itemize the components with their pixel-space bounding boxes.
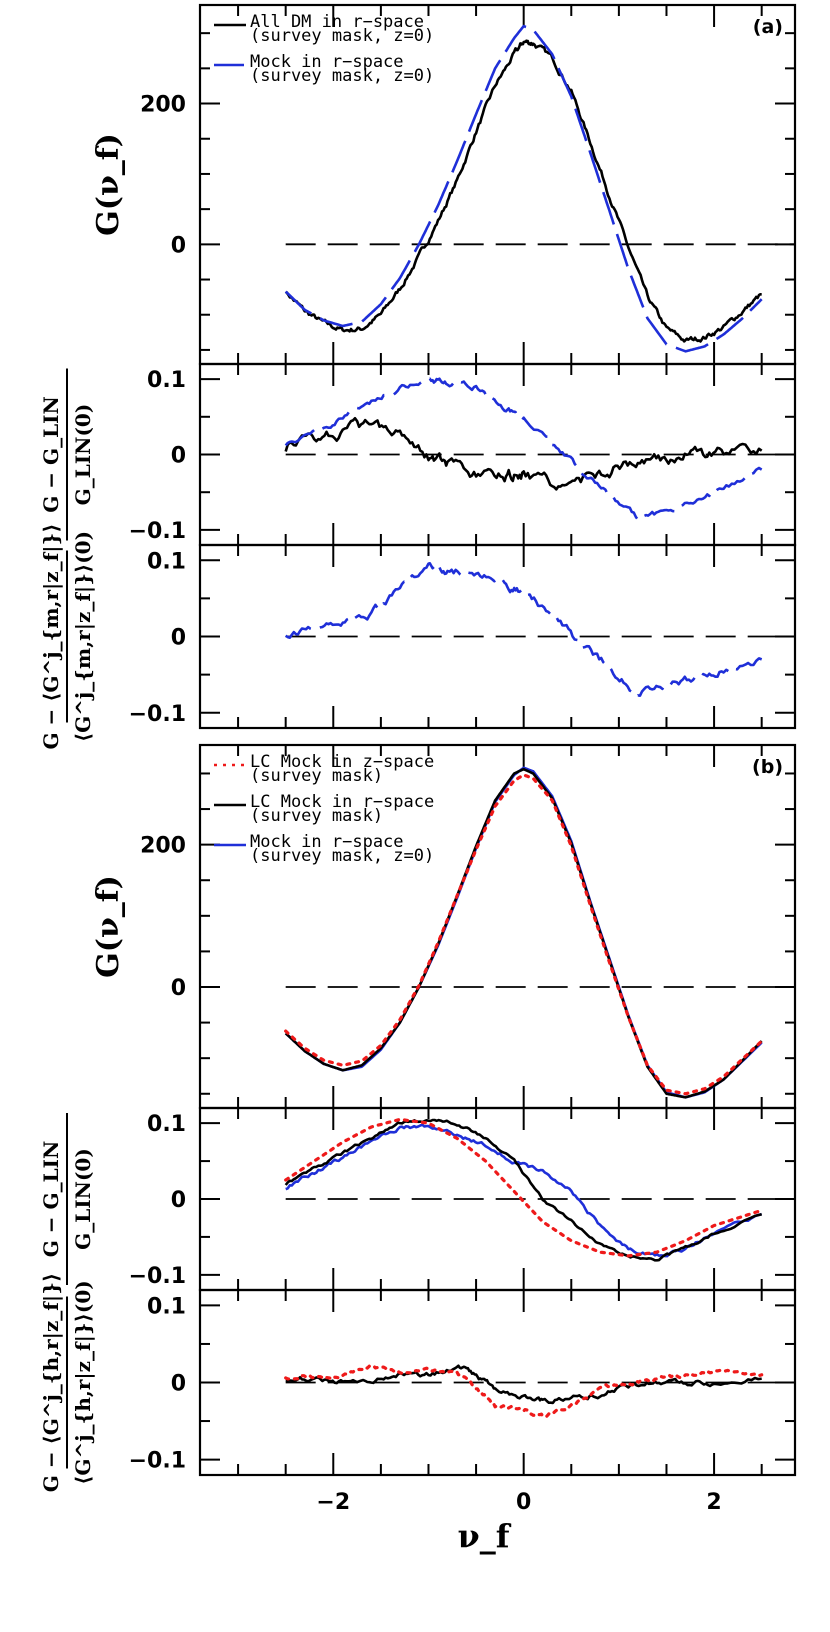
y-tick-label: 0	[171, 444, 186, 469]
y-tick-label: 200	[140, 834, 186, 859]
y-axis-label-denominator: G_LIN(0)	[71, 404, 95, 506]
y-tick-label: 0.1	[147, 1294, 186, 1319]
y-tick-label: −0.1	[129, 702, 186, 727]
y-axis-fraction-label: G − G_LIN G_LIN(0)	[39, 1113, 95, 1285]
legend-label: Mock in r−space	[250, 832, 404, 852]
series-line	[284, 39, 762, 343]
y-axis-fraction-label: G − ⟨G^j_{m,r|z_f|}⟩ ⟨G^j_{m,r|z_f|}⟩(0)	[39, 523, 95, 749]
x-axis-label: ν_f	[458, 1517, 512, 1555]
series-line	[284, 773, 764, 1096]
legend-label-sub: (survey mask, z=0)	[250, 66, 434, 86]
x-tick-label: 2	[706, 1490, 721, 1515]
y-axis-label: G(ν_f)	[91, 875, 126, 978]
y-axis-label-denominator: ⟨G^j_{h,r|z_f|}⟩(0)	[71, 1280, 95, 1484]
y-tick-label: −0.1	[129, 1264, 186, 1289]
series-line	[285, 1364, 762, 1405]
series-line	[284, 767, 763, 1099]
y-axis-label-numerator: G − ⟨G^j_{m,r|z_f|}⟩	[39, 523, 63, 749]
y-tick-label: 0.1	[147, 368, 186, 393]
legend-label: All DM in r−space	[250, 12, 424, 32]
y-axis-label-numerator: G − G_LIN	[39, 1141, 63, 1258]
legend-label: Mock in r−space	[250, 52, 404, 72]
series-line	[284, 562, 763, 699]
y-axis-fraction-label: G − ⟨G^j_{h,r|z_f|}⟩ ⟨G^j_{h,r|z_f|}⟩(0)	[39, 1273, 95, 1492]
series-line	[284, 377, 763, 521]
y-tick-label: 0	[171, 976, 186, 1001]
legend-label: LC Mock in r−space	[250, 792, 434, 812]
y-tick-label: 0	[171, 1372, 186, 1397]
panel-b-ratio2: −0.1 0 0.1 G − ⟨G^j_{h,r|z_f|}⟩ ⟨G^j_{h,r|z_…	[39, 1273, 797, 1555]
panel-a-ratio1: −0.1 0 0.1 G − G_LIN G_LIN(0)	[39, 362, 797, 547]
y-tick-label: −0.1	[129, 519, 186, 544]
y-axis-label-denominator: ⟨G^j_{m,r|z_f|}⟩(0)	[71, 531, 95, 742]
y-axis-label: G(ν_f)	[91, 133, 126, 236]
x-tick-label: −2	[316, 1490, 350, 1515]
panel-a-ratio2: −0.1 0 0.1 G − ⟨G^j_{m,r|z_f|}⟩ ⟨G^j_{m,r|z_…	[39, 523, 797, 750]
legend-label-sub: (survey mask)	[250, 806, 383, 826]
y-tick-label: 0	[171, 1188, 186, 1213]
series-line	[284, 1364, 764, 1419]
panel-tag: (b)	[752, 756, 783, 778]
y-axis-label-numerator: G − ⟨G^j_{h,r|z_f|}⟩	[39, 1273, 63, 1492]
legend-label-sub: (survey mask, z=0)	[250, 26, 434, 46]
legend-label-sub: (survey mask)	[250, 766, 383, 786]
panel-tag: (a)	[753, 16, 783, 38]
y-axis-label-numerator: G − G_LIN	[39, 396, 63, 513]
series-line	[285, 1123, 762, 1258]
y-tick-label: 0.1	[147, 1112, 186, 1137]
legend-label: LC Mock in z−space	[250, 752, 434, 772]
x-tick-label: 0	[516, 1490, 531, 1515]
series-line	[284, 24, 763, 353]
panel-b-ratio1: −0.1 0 0.1 G − G_LIN G_LIN(0)	[39, 1106, 797, 1292]
y-tick-label: 200	[140, 93, 186, 118]
series-line	[284, 1118, 763, 1262]
y-tick-label: 0.1	[147, 549, 186, 574]
series-line	[284, 416, 763, 491]
y-axis-label-denominator: G_LIN(0)	[71, 1148, 95, 1250]
y-tick-label: 0	[171, 626, 186, 651]
y-tick-label: −0.1	[129, 1449, 186, 1474]
y-tick-label: 0	[171, 233, 186, 258]
series-line	[284, 1117, 764, 1258]
legend-label-sub: (survey mask, z=0)	[250, 846, 434, 866]
y-axis-fraction-label: G − G_LIN G_LIN(0)	[39, 368, 95, 541]
